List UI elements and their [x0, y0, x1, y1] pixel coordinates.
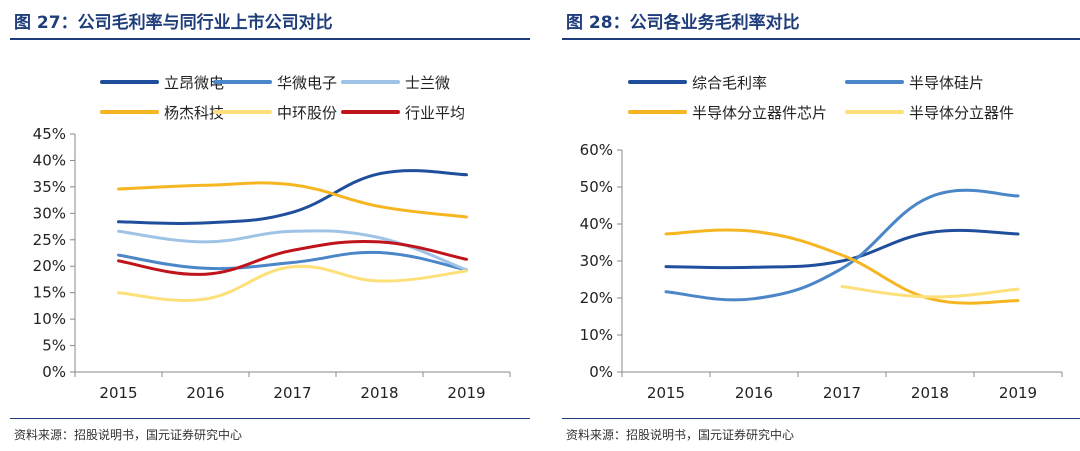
y-tick-label: 30%	[580, 252, 613, 270]
series-line	[117, 169, 468, 226]
legend-label: 综合毛利率	[692, 74, 767, 92]
series-line	[117, 181, 468, 219]
x-tick-label: 2016	[186, 384, 224, 402]
x-tick-label: 2015	[647, 384, 685, 402]
series-line	[117, 264, 468, 302]
series-line	[664, 188, 1020, 302]
figure-27-title-rule	[10, 38, 530, 40]
legend-label: 半导体分立器件	[909, 104, 1014, 122]
y-tick-label: 20%	[33, 257, 66, 275]
x-tick-label: 2017	[823, 384, 861, 402]
y-tick-label: 25%	[33, 231, 66, 249]
legend-label: 士兰微	[405, 74, 450, 92]
series-line	[664, 228, 1020, 305]
legend-label: 行业平均	[405, 104, 465, 122]
legend-label: 半导体分立器件芯片	[692, 104, 827, 122]
figure-27-title: 图 27：公司毛利率与同行业上市公司对比	[14, 13, 333, 33]
series-line	[117, 239, 468, 276]
figure-28-source: 资料来源：招股说明书，国元证券研究中心	[566, 428, 795, 442]
figure-27-source-rule	[10, 418, 530, 419]
legend-label: 半导体硅片	[909, 74, 984, 92]
figure-28-chart: 0% 10% 20% 30% 40% 50% 60% 2015 2016 2017 2018 2019…	[580, 74, 1063, 402]
y-tick-label: 10%	[580, 326, 613, 344]
y-tick-label: 45%	[33, 125, 66, 143]
figure-28-source-rule	[562, 418, 1080, 419]
x-tick-label: 2017	[273, 384, 311, 402]
y-tick-label: 40%	[33, 151, 66, 169]
y-tick-label: 5%	[42, 337, 66, 355]
figure-28-title-rule	[562, 38, 1080, 40]
y-tick-label: 15%	[33, 284, 66, 302]
legend-label: 杨杰科技	[164, 104, 224, 122]
x-tick-label: 2015	[99, 384, 137, 402]
x-tick-label: 2016	[735, 384, 773, 402]
legend-label: 立昂微电	[164, 74, 224, 92]
figure-28-title: 图 28：公司各业务毛利率对比	[566, 13, 800, 33]
x-tick-label: 2019	[999, 384, 1037, 402]
series-line	[840, 285, 1020, 299]
figure-27-source: 资料来源：招股说明书，国元证券研究中心	[14, 428, 243, 442]
y-tick-label: 0%	[42, 363, 66, 381]
y-tick-label: 60%	[580, 141, 613, 159]
y-tick-label: 50%	[580, 178, 613, 196]
x-tick-label: 2019	[447, 384, 485, 402]
y-tick-label: 35%	[33, 178, 66, 196]
figure-28-panel: 图 28：公司各业务毛利率对比 0% 10% 20% 30% 40% 50% 60% 2015…	[552, 0, 1080, 451]
series-line	[664, 228, 1020, 270]
y-tick-label: 40%	[580, 215, 613, 233]
y-tick-label: 0%	[589, 363, 613, 381]
series-line	[117, 250, 468, 272]
y-tick-label: 10%	[33, 310, 66, 328]
x-tick-label: 2018	[360, 384, 398, 402]
y-tick-label: 30%	[33, 204, 66, 222]
legend-label: 华微电子	[277, 74, 337, 92]
legend-label: 中环股份	[277, 104, 337, 122]
figure-27-panel: 图 27：公司毛利率与同行业上市公司对比 0% 5% 10% 15% 20% 25% 30%…	[0, 0, 530, 451]
figure-27-chart: 0% 5% 10% 15% 20% 25% 30% 35% 40% 45% 2015 2016 2017…	[33, 74, 511, 402]
x-tick-label: 2018	[911, 384, 949, 402]
y-tick-label: 20%	[580, 289, 613, 307]
